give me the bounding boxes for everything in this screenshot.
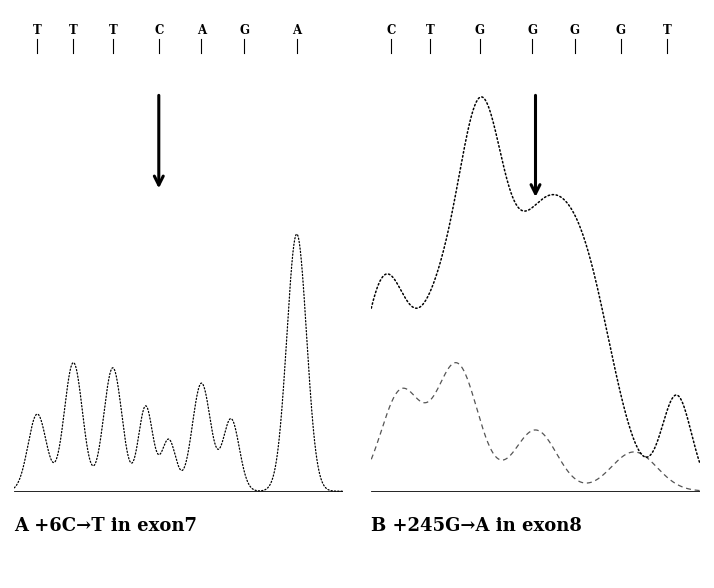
Text: B +245G→A in exon8: B +245G→A in exon8 xyxy=(371,517,582,536)
Text: A +6C→T in exon7: A +6C→T in exon7 xyxy=(14,517,197,536)
Text: G: G xyxy=(570,25,580,38)
Text: C: C xyxy=(386,25,396,38)
Text: T: T xyxy=(109,25,117,38)
Text: G: G xyxy=(239,25,249,38)
Text: T: T xyxy=(663,25,671,38)
Text: T: T xyxy=(426,25,435,38)
Text: T: T xyxy=(33,25,41,38)
Text: C: C xyxy=(154,25,164,38)
Text: G: G xyxy=(475,25,485,38)
Text: G: G xyxy=(527,25,537,38)
Text: A: A xyxy=(292,25,301,38)
Text: A: A xyxy=(197,25,206,38)
Text: G: G xyxy=(616,25,626,38)
Text: T: T xyxy=(69,25,78,38)
